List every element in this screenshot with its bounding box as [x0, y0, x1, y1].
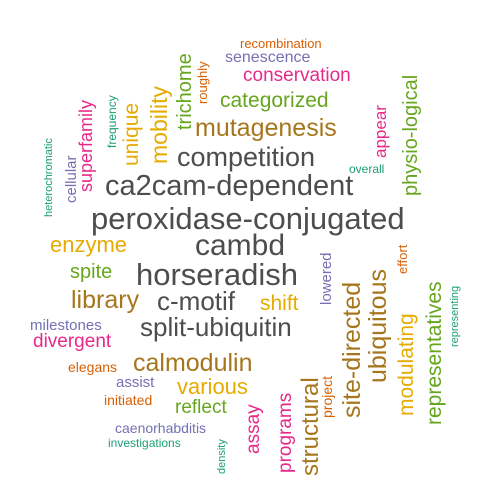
word-roughly: roughly	[195, 61, 210, 104]
word-modulating: modulating	[395, 313, 418, 416]
word-calmodulin: calmodulin	[133, 349, 253, 377]
word-assay: assay	[243, 404, 264, 454]
word-representing: representing	[449, 285, 461, 347]
word-overall: overall	[349, 162, 385, 176]
word-peroxidase-conjugated: peroxidase-conjugated	[91, 201, 405, 236]
word-milestones: milestones	[30, 317, 102, 334]
word-competition: competition	[177, 142, 316, 172]
word-c-motif: c-motif	[157, 286, 235, 316]
word-caenorhabditis: caenorhabditis	[115, 420, 207, 436]
word-trichome: trichome	[174, 53, 196, 130]
word-unique: unique	[120, 102, 143, 166]
word-enzyme: enzyme	[50, 232, 128, 257]
word-cambd: cambd	[195, 229, 286, 262]
word-categorized: categorized	[220, 89, 329, 112]
word-reflect: reflect	[175, 397, 227, 418]
word-programs: programs	[275, 392, 296, 473]
word-heterochromatic: heterochromatic	[43, 138, 55, 217]
word-appear: appear	[371, 105, 390, 158]
word-lowered: lowered	[318, 252, 335, 305]
word-physio-logical: physio-logical	[400, 74, 422, 196]
word-divergent: divergent	[33, 331, 112, 352]
word-frequency: frequency	[105, 95, 119, 148]
word-representatives: representatives	[423, 281, 446, 425]
word-assist: assist	[116, 374, 155, 391]
word-site-directed: site-directed	[338, 281, 366, 418]
word-ubiquitous: ubiquitous	[364, 269, 392, 383]
word-horseradish: horseradish	[136, 257, 298, 292]
word-split-ubiquitin: split-ubiquitin	[140, 312, 292, 342]
word-library: library	[71, 286, 140, 314]
word-investigations: investigations	[108, 436, 181, 450]
word-mutagenesis: mutagenesis	[195, 114, 337, 142]
word-project: project	[319, 375, 335, 418]
word-senescence: senescence	[225, 49, 311, 66]
word-shift: shift	[260, 292, 299, 315]
word-various: various	[177, 374, 248, 399]
word-density: density	[216, 439, 228, 474]
word-conservation: conservation	[243, 65, 351, 86]
word-mobility: mobility	[146, 86, 172, 164]
word-spite: spite	[70, 261, 113, 283]
word-cellular: cellular	[63, 155, 80, 203]
word-recombination: recombination	[240, 36, 322, 51]
word-elegans: elegans	[68, 359, 118, 375]
word-effort: effort	[395, 244, 410, 274]
word-ca2cam-dependent: ca2cam-dependent	[105, 170, 354, 202]
word-initiated: initiated	[104, 392, 153, 408]
